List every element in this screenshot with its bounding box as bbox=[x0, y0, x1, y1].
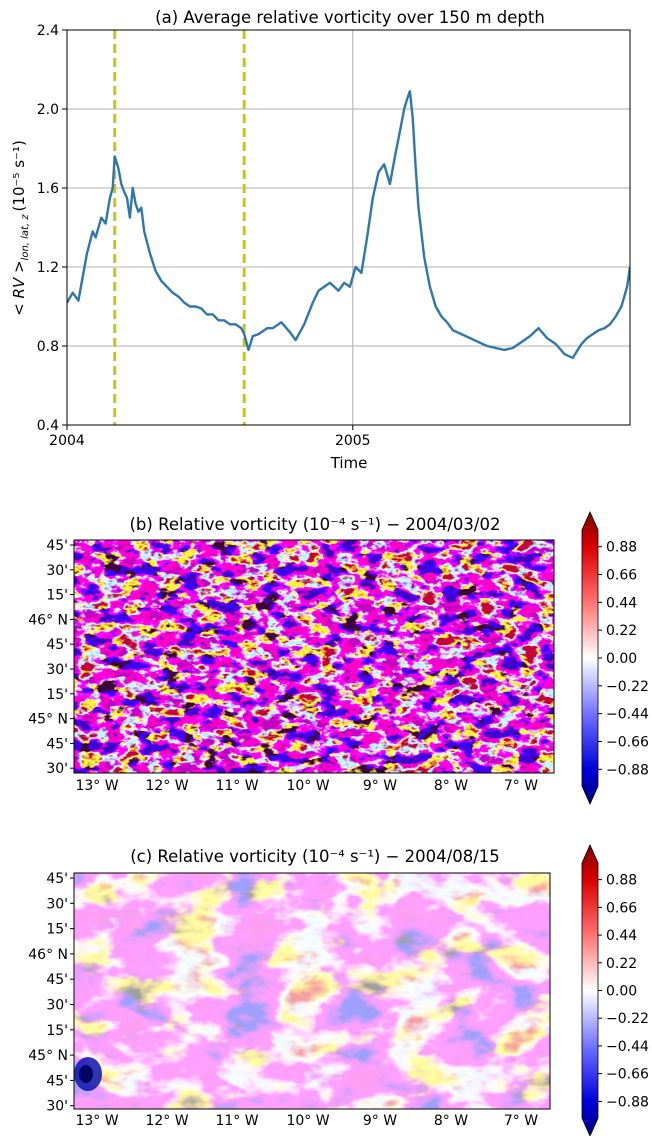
panel-a-y-label-units: (10⁻⁵ s⁻¹) bbox=[10, 140, 28, 211]
y-tick-label: 1.2 bbox=[37, 260, 59, 276]
lat-tick-label: 45' bbox=[46, 538, 68, 554]
panel-a-y-label: < RV >lon, lat, z (10⁻⁵ s⁻¹) bbox=[10, 140, 31, 316]
panel-a-series-line bbox=[67, 90, 630, 360]
colorbar-tick-label: 0.66 bbox=[606, 900, 637, 916]
colorbar-tick-label: 0.44 bbox=[606, 595, 637, 611]
lon-tick-label: 10° W bbox=[286, 1113, 329, 1129]
lat-tick-label: 45' bbox=[46, 736, 68, 752]
panel-a-y-label-sub: lon, lat, z bbox=[20, 214, 31, 261]
panel-c: (c) Relative vorticity (10⁻⁴ s⁻¹) − 2004… bbox=[28, 844, 649, 1136]
panel-a-title: (a) Average relative vorticity over 150 … bbox=[155, 8, 545, 27]
panel-a-x-label: Time bbox=[330, 454, 368, 472]
panel-b-vorticity-field bbox=[74, 540, 554, 773]
panel-c-lat-ticks: 45' 30' 15' 46° N 45' 30' 15' 45° N 45' 30' bbox=[28, 871, 74, 1115]
lat-tick-label: 45' bbox=[46, 871, 68, 887]
colorbar-tick-label: −0.88 bbox=[606, 762, 649, 778]
panel-b-title: (b) Relative vorticity (10⁻⁴ s⁻¹) − 2004… bbox=[130, 515, 501, 534]
panel-a-axes-frame bbox=[66, 29, 631, 426]
colorbar-tick-label: −0.88 bbox=[606, 1094, 649, 1110]
lat-tick-label: 46° N bbox=[28, 612, 68, 628]
lat-tick-label: 30' bbox=[46, 1099, 68, 1115]
lat-tick-label: 45' bbox=[46, 1073, 68, 1089]
y-tick-label: 2.4 bbox=[37, 23, 59, 39]
y-tick-label: 0.4 bbox=[37, 418, 59, 434]
colorbar-tick-label: 0.44 bbox=[606, 928, 637, 944]
lon-tick-label: 13° W bbox=[75, 1113, 118, 1129]
lon-tick-label: 11° W bbox=[215, 778, 258, 794]
panel-a: (a) Average relative vorticity over 150 … bbox=[10, 8, 631, 472]
y-tick-label: 1.6 bbox=[37, 181, 59, 197]
lat-tick-label: 45' bbox=[46, 972, 68, 988]
panel-b-lon-ticks: 13° W 12° W 11° W 10° W 9° W 8° W 7° W bbox=[75, 778, 538, 794]
lat-tick-label: 15' bbox=[46, 1023, 68, 1039]
lat-tick-label: 45° N bbox=[28, 712, 68, 728]
y-tick-label: 0.8 bbox=[37, 339, 59, 355]
panel-c-vorticity-field bbox=[74, 873, 550, 1109]
y-tick-label: 2.0 bbox=[37, 102, 59, 118]
lat-tick-label: 30' bbox=[46, 662, 68, 678]
lat-tick-label: 30' bbox=[46, 896, 68, 912]
x-tick-label: 2005 bbox=[335, 433, 371, 449]
lat-tick-label: 15' bbox=[46, 588, 68, 604]
lon-tick-label: 7° W bbox=[504, 1113, 538, 1129]
lat-tick-label: 30' bbox=[46, 563, 68, 579]
panel-b-map-frame bbox=[73, 539, 555, 774]
colorbar-tick-label: −0.44 bbox=[606, 707, 649, 723]
panel-b-lat-ticks: 45' 30' 15' 46° N 45' 30' 15' 45° N 45' 30' bbox=[28, 538, 74, 777]
lon-tick-label: 8° W bbox=[434, 1113, 468, 1129]
lon-tick-label: 9° W bbox=[363, 778, 397, 794]
lat-tick-label: 15' bbox=[46, 922, 68, 938]
panel-c-lon-ticks: 13° W 12° W 11° W 10° W 9° W 8° W 7° W bbox=[75, 1113, 538, 1129]
panel-a-x-ticks: 2004 2005 bbox=[49, 425, 371, 449]
colorbar-tick-label: 0.22 bbox=[606, 623, 637, 639]
colorbar-tick-label: −0.22 bbox=[606, 679, 649, 695]
colorbar-tick-label: −0.66 bbox=[606, 1067, 649, 1083]
colorbar-tick-label: 0.00 bbox=[606, 984, 637, 1000]
lat-tick-label: 45' bbox=[46, 637, 68, 653]
lon-tick-label: 8° W bbox=[434, 778, 468, 794]
lat-tick-label: 15' bbox=[46, 687, 68, 703]
colorbar-tick-label: 0.88 bbox=[606, 873, 637, 889]
colorbar-tick-label: −0.66 bbox=[606, 734, 649, 750]
colorbar-bar bbox=[581, 844, 599, 1136]
panel-c-eddy-core bbox=[79, 1065, 93, 1083]
lat-tick-label: 30' bbox=[46, 998, 68, 1014]
panel-b-colorbar: 0.88 0.66 0.44 0.22 0.00 −0.22 −0.44 −0.66 −0.88 bbox=[581, 511, 649, 805]
panel-a-grid bbox=[66, 29, 630, 426]
lon-tick-label: 12° W bbox=[145, 778, 188, 794]
lat-tick-label: 46° N bbox=[28, 947, 68, 963]
panel-c-map-frame bbox=[73, 872, 551, 1110]
colorbar-tick-label: 0.00 bbox=[606, 651, 637, 667]
colorbar-bar bbox=[581, 511, 599, 805]
lat-tick-label: 30' bbox=[46, 761, 68, 777]
panel-c-colorbar: 0.88 0.66 0.44 0.22 0.00 −0.22 −0.44 −0.66 −0.88 bbox=[581, 844, 649, 1136]
lon-tick-label: 9° W bbox=[363, 1113, 397, 1129]
lon-tick-label: 10° W bbox=[286, 778, 329, 794]
lon-tick-label: 11° W bbox=[215, 1113, 258, 1129]
lon-tick-label: 7° W bbox=[504, 778, 538, 794]
colorbar-tick-label: −0.22 bbox=[606, 1011, 649, 1027]
colorbar-tick-label: 0.66 bbox=[606, 568, 637, 584]
lat-tick-label: 45° N bbox=[28, 1048, 68, 1064]
colorbar-tick-label: 0.22 bbox=[606, 956, 637, 972]
panel-a-y-ticks: 0.4 0.8 1.2 1.6 2.0 2.4 bbox=[37, 23, 67, 434]
colorbar-tick-label: −0.44 bbox=[606, 1039, 649, 1055]
panel-a-y-label-main: < RV > bbox=[10, 260, 28, 315]
colorbar-tick-label: 0.88 bbox=[606, 540, 637, 556]
x-tick-label: 2004 bbox=[49, 433, 85, 449]
lon-tick-label: 13° W bbox=[75, 778, 118, 794]
panel-b: (b) Relative vorticity (10⁻⁴ s⁻¹) − 2004… bbox=[28, 511, 649, 805]
lon-tick-label: 12° W bbox=[145, 1113, 188, 1129]
panel-a-reference-lines bbox=[113, 30, 246, 425]
panel-c-title: (c) Relative vorticity (10⁻⁴ s⁻¹) − 2004… bbox=[130, 847, 500, 866]
